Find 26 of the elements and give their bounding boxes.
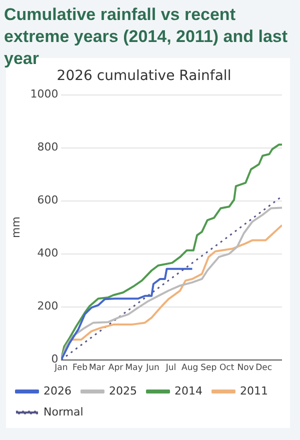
legend-label: 2025 xyxy=(108,384,137,398)
x-tick-label: Jun xyxy=(145,363,160,374)
chart-title: Cumulative rainfall vs recent extreme years (2014, 2011) and last year xyxy=(3,4,289,68)
x-tick-label: Jul xyxy=(164,363,176,374)
x-tick-label: Sep xyxy=(200,363,217,374)
x-tick-label: Nov xyxy=(237,363,254,374)
legend-label: 2014 xyxy=(174,384,202,398)
chart-subtitle: 2026 cumulative Rainfall xyxy=(56,68,232,84)
y-tick-label: 200 xyxy=(37,300,58,313)
legend-label: 2011 xyxy=(240,384,268,398)
x-tick-label: Dec xyxy=(256,363,272,374)
x-tick-label: May xyxy=(125,363,143,374)
x-tick-label: Aug xyxy=(181,363,198,374)
legend-label: Normal xyxy=(44,405,84,418)
x-tick-label: Mar xyxy=(88,363,106,374)
y-tick-label: 0 xyxy=(51,352,58,366)
y-tick-label: 800 xyxy=(37,140,58,154)
legend-label: 2026 xyxy=(44,384,72,398)
y-tick-label: 400 xyxy=(37,246,58,260)
x-tick-label: Apr xyxy=(108,363,124,374)
x-tick-label: Feb xyxy=(72,363,88,374)
x-tick-label: Oct xyxy=(219,363,235,374)
x-tick-label: Jan xyxy=(54,363,68,374)
y-tick-label: 600 xyxy=(37,194,58,207)
y-axis-title: mm xyxy=(9,216,22,238)
y-tick-label: 1000 xyxy=(30,88,58,101)
